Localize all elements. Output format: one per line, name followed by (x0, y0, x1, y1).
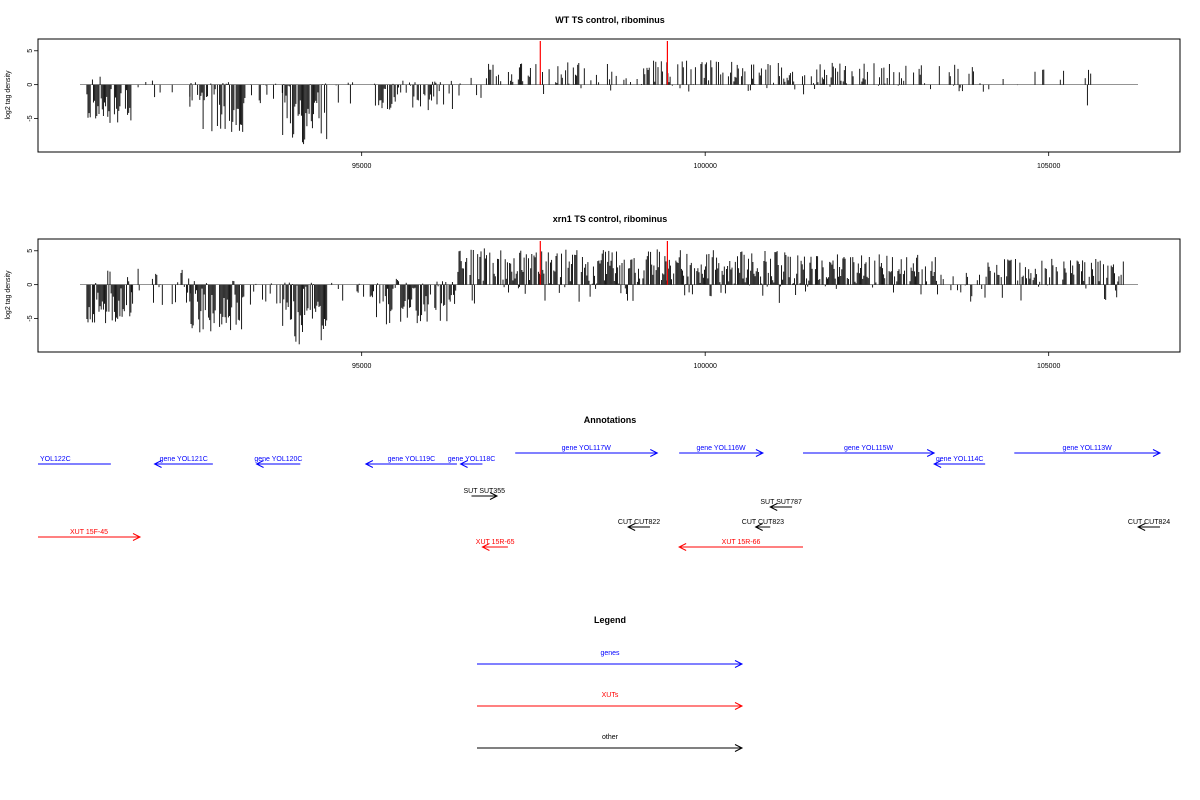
x-tick-label: 100000 (694, 163, 717, 170)
arrow-head (678, 543, 687, 551)
wt-track-panel: WT TS control, ribominus log2 tag densit… (5, 15, 1181, 170)
feature-label: gene YOL120C (254, 456, 302, 463)
annotation-feature: SUT SUT787 (760, 499, 802, 511)
feature-label: gene YOL116W (696, 445, 746, 452)
annotation-feature: XUT 15F-45 (38, 529, 142, 541)
annotation-feature: gene YOL117W (515, 445, 659, 457)
annotation-feature: gene YOL116W (679, 445, 765, 457)
feature-label: gene YOL113W (1063, 445, 1113, 452)
y-tick-label: 5 (27, 249, 34, 253)
legend-title: Legend (594, 615, 626, 625)
annotation-feature: gene YOL113W (1014, 445, 1162, 457)
annotation-feature: CUT CUT823 (742, 519, 784, 531)
arrow-head (734, 660, 744, 668)
annotation-feature: gene YOL120C (254, 456, 302, 468)
y-tick-label: 0 (27, 83, 34, 87)
arrow-head (1152, 449, 1162, 457)
annotation-feature: XUT 15R-65 (476, 539, 515, 551)
annotations-panel: Annotations YOL122C gene YOL121C gene YOL1… (38, 415, 1170, 551)
feature-label: XUT 15R-66 (722, 539, 761, 546)
annotation-feature: gene YOL114C (933, 456, 986, 468)
arrow-head (769, 503, 778, 511)
annotation-items: YOL122C gene YOL121C gene YOL120C gene YOL1… (38, 445, 1170, 551)
xrn1-track-ylabel: log2 tag density (5, 270, 12, 320)
legend-entry: XUTs (477, 692, 744, 710)
feature-label: gene YOL115W (844, 445, 894, 452)
arrow-head (1137, 523, 1146, 531)
xrn1-markers (539, 241, 668, 285)
feature-label: CUT CUT823 (742, 519, 784, 526)
arrow-head (255, 460, 264, 468)
legend-entry: genes (477, 650, 744, 668)
arrow-head (734, 744, 744, 752)
legend-panel: Legend genes XUTs other (477, 615, 744, 752)
feature-label: gene YOL119C (388, 456, 436, 463)
arrow-head (650, 449, 659, 457)
legend-label: other (602, 734, 619, 741)
wt-track-title: WT TS control, ribominus (555, 15, 665, 25)
arrow-head (364, 460, 374, 468)
arrow-head (754, 523, 763, 531)
arrow-head (481, 543, 490, 551)
annotation-feature: gene YOL119C (364, 456, 457, 468)
feature-label: gene YOL118C (448, 456, 496, 463)
wt-track-ylabel: log2 tag density (5, 70, 12, 120)
x-tick-label: 95000 (352, 363, 372, 370)
x-tick-label: 105000 (1037, 163, 1060, 170)
xrn1-track-panel: xrn1 TS control, ribominus log2 tag dens… (5, 214, 1181, 370)
feature-label: CUT CUT822 (618, 519, 660, 526)
legend-entry: other (477, 734, 744, 752)
annotation-feature: CUT CUT822 (618, 519, 660, 531)
x-tick-label: 100000 (694, 363, 717, 370)
feature-label: CUT CUT824 (1128, 519, 1170, 526)
x-tick-label: 95000 (352, 163, 372, 170)
annotation-feature: gene YOL121C (153, 456, 213, 468)
y-tick-label: 0 (27, 283, 34, 287)
legend-items: genes XUTs other (477, 650, 744, 752)
x-tick-label: 105000 (1037, 363, 1060, 370)
arrow-head (627, 523, 636, 531)
annotation-feature: SUT SUT355 (464, 488, 506, 500)
y-tick-label: -5 (27, 315, 34, 321)
y-tick-label: -5 (27, 115, 34, 121)
annotation-feature: XUT 15R-66 (678, 539, 803, 551)
arrow-head (926, 449, 936, 457)
legend-label: XUTs (602, 692, 619, 699)
feature-label: YOL122C (40, 456, 71, 463)
y-tick-label: 5 (27, 49, 34, 53)
arrow-head (459, 460, 468, 468)
xrn1-axes: -5 0 5 95000 100000 105000 (27, 249, 1060, 370)
feature-label: SUT SUT355 (464, 488, 506, 495)
xrn1-plot-frame (37, 238, 1181, 353)
xrn1-bars (80, 248, 1138, 345)
wt-markers (539, 41, 668, 85)
annotation-feature: YOL122C (38, 456, 111, 465)
arrow-head (489, 492, 499, 500)
wt-axes: -5 0 5 95000 100000 105000 (27, 49, 1060, 170)
annotations-title: Annotations (584, 415, 637, 425)
annotation-feature: CUT CUT824 (1128, 519, 1170, 531)
legend-label: genes (600, 650, 620, 657)
arrow-head (132, 533, 142, 541)
feature-label: gene YOL121C (160, 456, 208, 463)
feature-label: XUT 15F-45 (70, 529, 108, 536)
wt-plot-frame (37, 38, 1181, 153)
feature-label: XUT 15R-65 (476, 539, 515, 546)
arrow-head (933, 460, 942, 468)
feature-label: SUT SUT787 (760, 499, 802, 506)
feature-label: gene YOL114C (936, 456, 984, 463)
annotation-feature: gene YOL118C (448, 456, 496, 468)
annotation-feature: gene YOL115W (803, 445, 936, 457)
feature-label: gene YOL117W (562, 445, 612, 452)
arrow-head (153, 460, 162, 468)
arrow-head (734, 702, 744, 710)
arrow-head (755, 449, 765, 457)
wt-bars (80, 60, 1138, 145)
xrn1-track-title: xrn1 TS control, ribominus (553, 214, 668, 224)
